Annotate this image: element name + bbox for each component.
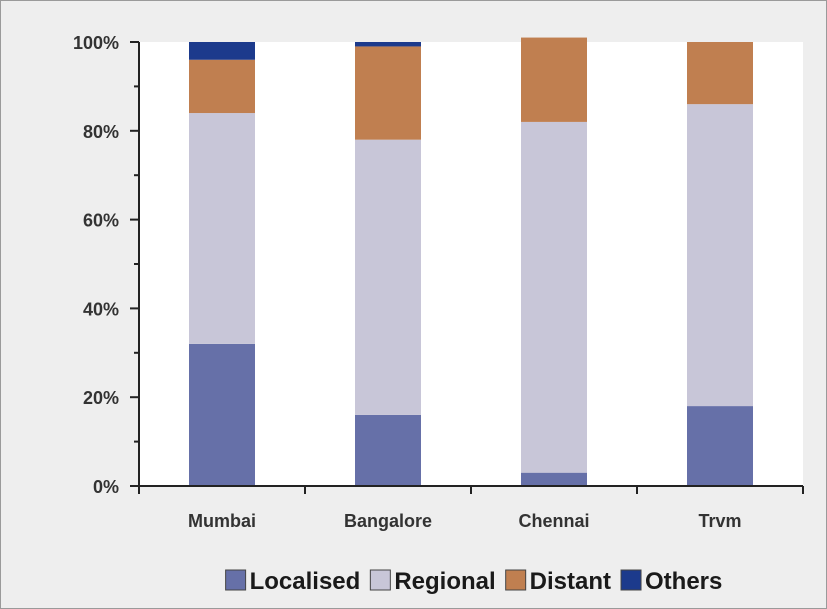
bar-trvm-localised: [687, 406, 753, 486]
legend-swatch-localised: [226, 570, 246, 590]
x-tick-label: Trvm: [698, 511, 741, 531]
bar-bangalore-localised: [355, 415, 421, 486]
bar-mumbai-regional: [189, 113, 255, 344]
legend-label-regional: Regional: [394, 568, 495, 595]
x-tick-label: Chennai: [518, 511, 589, 531]
y-tick-label: 100%: [73, 33, 119, 53]
bar-bangalore-distant: [355, 46, 421, 139]
legend-label-localised: Localised: [250, 568, 361, 595]
bar-bangalore-regional: [355, 140, 421, 415]
y-tick-label: 40%: [83, 299, 119, 319]
y-tick-label: 0%: [93, 477, 119, 497]
x-tick-label: Bangalore: [344, 511, 432, 531]
legend-label-distant: Distant: [530, 568, 611, 595]
bar-mumbai-localised: [189, 344, 255, 486]
bar-mumbai-others: [189, 42, 255, 60]
y-tick-label: 60%: [83, 211, 119, 231]
x-tick-label: Mumbai: [188, 511, 256, 531]
legend-swatch-distant: [506, 570, 526, 590]
bar-chennai-regional: [521, 122, 587, 473]
bar-mumbai-distant: [189, 60, 255, 113]
legend-swatch-regional: [370, 570, 390, 590]
y-tick-label: 80%: [83, 122, 119, 142]
bar-trvm-regional: [687, 104, 753, 406]
bar-bangalore-others: [355, 42, 421, 46]
y-tick-label: 20%: [83, 388, 119, 408]
bar-chennai-distant: [521, 38, 587, 122]
legend-swatch-others: [621, 570, 641, 590]
legend-label-others: Others: [645, 568, 722, 595]
bar-chennai-localised: [521, 473, 587, 486]
legend: Localised Regional Distant Others: [226, 568, 723, 595]
bar-trvm-distant: [687, 42, 753, 104]
